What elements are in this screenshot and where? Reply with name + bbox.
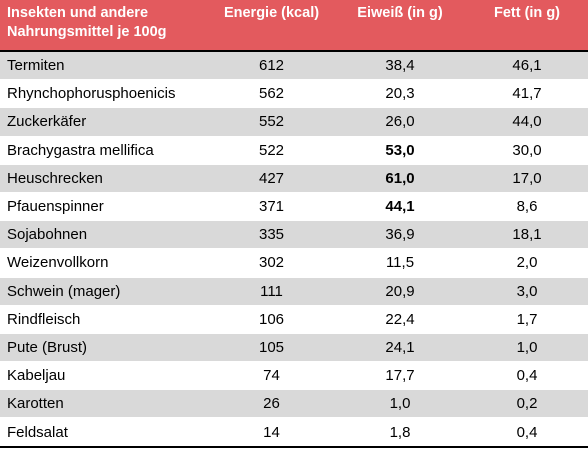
cell-energy: 302	[209, 248, 334, 278]
table-row: Pfauenspinner 371 44,1 8,6	[0, 192, 588, 222]
cell-food-name: Karotten	[0, 389, 209, 419]
cell-energy: 562	[209, 79, 334, 109]
header-energy-column: Energie (kcal)	[209, 0, 334, 52]
cell-protein: 26,0	[334, 107, 466, 137]
cell-food-name: Brachygastra mellifica	[0, 136, 209, 165]
cell-fat: 3,0	[466, 277, 588, 306]
cell-food-name: Weizenvollkorn	[0, 248, 209, 278]
cell-fat: 0,2	[466, 389, 588, 419]
header-food-line2: Nahrungsmittel je 100g	[7, 24, 167, 40]
cell-fat: 0,4	[466, 361, 588, 391]
cell-energy: 111	[209, 277, 334, 306]
table-row: Sojabohnen 335 36,9 18,1	[0, 220, 588, 250]
cell-fat: 1,0	[466, 333, 588, 363]
cell-energy: 335	[209, 220, 334, 250]
table-row: Pute (Brust) 105 24,1 1,0	[0, 333, 588, 363]
cell-food-name: Zuckerkäfer	[0, 107, 209, 137]
table-row: Schwein (mager) 111 20,9 3,0	[0, 277, 588, 306]
cell-protein: 36,9	[334, 220, 466, 250]
cell-protein: 11,5	[334, 248, 466, 278]
cell-protein: 20,9	[334, 277, 466, 306]
cell-food-name: Pute (Brust)	[0, 333, 209, 363]
cell-fat: 18,1	[466, 220, 588, 250]
cell-fat: 8,6	[466, 192, 588, 222]
cell-energy: 552	[209, 107, 334, 137]
cell-food-name: Rhynchophorusphoenicis	[0, 79, 209, 109]
cell-protein: 61,0	[334, 164, 466, 193]
cell-energy: 427	[209, 164, 334, 193]
cell-energy: 105	[209, 333, 334, 363]
cell-food-name: Sojabohnen	[0, 220, 209, 250]
cell-energy: 74	[209, 361, 334, 391]
cell-protein: 24,1	[334, 333, 466, 363]
table-body: Termiten 612 38,4 46,1 Rhynchophorusphoenici…	[0, 51, 588, 448]
cell-protein: 22,4	[334, 305, 466, 334]
table-row: Termiten 612 38,4 46,1	[0, 51, 588, 81]
cell-protein: 38,4	[334, 51, 466, 81]
cell-food-name: Rindfleisch	[0, 305, 209, 334]
cell-energy: 522	[209, 136, 334, 165]
cell-food-name: Pfauenspinner	[0, 192, 209, 222]
table-row: Zuckerkäfer 552 26,0 44,0	[0, 107, 588, 137]
cell-energy: 371	[209, 192, 334, 222]
table-row: Heuschrecken 427 61,0 17,0	[0, 164, 588, 193]
table-row: Kabeljau 74 17,7 0,4	[0, 361, 588, 391]
cell-fat: 1,7	[466, 305, 588, 334]
table-row: Rhynchophorusphoenicis 562 20,3 41,7	[0, 79, 588, 109]
header-food-column: Insekten und andere Nahrungsmittel je 10…	[0, 0, 209, 52]
cell-food-name: Heuschrecken	[0, 164, 209, 193]
cell-fat: 2,0	[466, 248, 588, 278]
cell-food-name: Termiten	[0, 51, 209, 81]
cell-fat: 17,0	[466, 164, 588, 193]
cell-energy: 612	[209, 51, 334, 81]
cell-protein: 1,8	[334, 417, 466, 448]
cell-protein: 44,1	[334, 192, 466, 222]
table-row: Feldsalat 14 1,8 0,4	[0, 417, 588, 448]
cell-protein: 20,3	[334, 79, 466, 109]
cell-food-name: Kabeljau	[0, 361, 209, 391]
cell-fat: 46,1	[466, 51, 588, 81]
header-food-line1: Insekten und andere	[7, 5, 149, 21]
cell-protein: 53,0	[334, 136, 466, 165]
cell-energy: 14	[209, 417, 334, 448]
cell-food-name: Feldsalat	[0, 417, 209, 448]
table-row: Weizenvollkorn 302 11,5 2,0	[0, 248, 588, 278]
cell-protein: 1,0	[334, 389, 466, 419]
cell-fat: 30,0	[466, 136, 588, 165]
cell-fat: 44,0	[466, 107, 588, 137]
cell-energy: 106	[209, 305, 334, 334]
header-fat-column: Fett (in g)	[466, 0, 588, 52]
table-row: Karotten 26 1,0 0,2	[0, 389, 588, 419]
table-header-row: Insekten und andere Nahrungsmittel je 10…	[0, 0, 588, 52]
table-row: Rindfleisch 106 22,4 1,7	[0, 305, 588, 334]
cell-fat: 0,4	[466, 417, 588, 448]
cell-food-name: Schwein (mager)	[0, 277, 209, 306]
header-protein-column: Eiweiß (in g)	[334, 0, 466, 52]
cell-protein: 17,7	[334, 361, 466, 391]
cell-fat: 41,7	[466, 79, 588, 109]
cell-energy: 26	[209, 389, 334, 419]
table-row: Brachygastra mellifica 522 53,0 30,0	[0, 136, 588, 165]
